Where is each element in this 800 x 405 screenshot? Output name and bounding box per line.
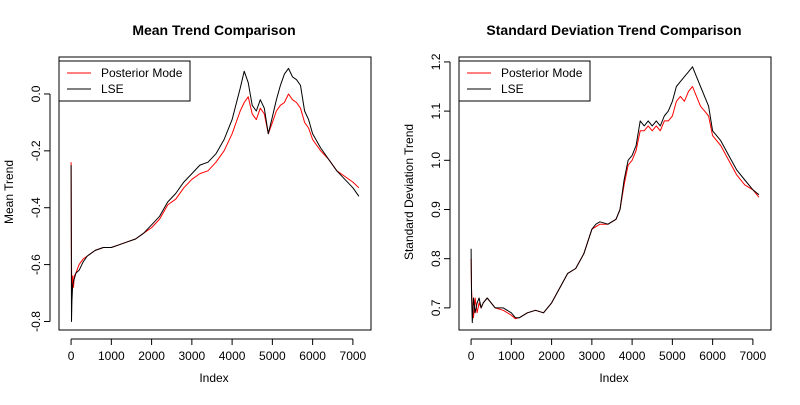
y-tick-label: -0.2 <box>29 140 43 161</box>
y-tick-label: 1.0 <box>429 152 443 169</box>
x-tick-label: 4000 <box>219 349 246 363</box>
y-tick-label: -0.6 <box>29 254 43 275</box>
x-tick-label: 5000 <box>259 349 286 363</box>
x-tick-label: 3000 <box>579 349 606 363</box>
x-tick-label: 7000 <box>340 349 367 363</box>
x-tick-label: 0 <box>468 349 475 363</box>
x-tick-label: 6000 <box>299 349 326 363</box>
x-tick-label: 3000 <box>179 349 206 363</box>
x-tick-label: 1000 <box>498 349 525 363</box>
x-tick-label: 0 <box>68 349 75 363</box>
legend-label: Posterior Mode <box>501 66 583 80</box>
legend-label: LSE <box>501 82 524 96</box>
plot-frame <box>58 56 372 331</box>
y-tick-label: -0.4 <box>29 197 43 218</box>
y-axis-label: Standard Deviation Trend <box>402 124 416 260</box>
y-tick-label: 0.0 <box>29 85 43 102</box>
y-tick-label: 1.2 <box>429 53 443 70</box>
x-tick-label: 2000 <box>538 349 565 363</box>
legend-box <box>458 60 591 102</box>
y-tick-label: 0.8 <box>429 250 443 267</box>
x-tick-label: 6000 <box>699 349 726 363</box>
series-line-lse <box>470 66 760 324</box>
legend-label: LSE <box>101 82 124 96</box>
chart-title: Mean Trend Comparison <box>132 22 295 38</box>
x-axis-label: Index <box>599 371 628 385</box>
x-tick-label: 2000 <box>138 349 165 363</box>
chart-title: Standard Deviation Trend Comparison <box>486 22 741 38</box>
series-line-posterior-mode <box>70 93 360 294</box>
y-tick-label: 0.7 <box>429 299 443 316</box>
x-tick-label: 4000 <box>619 349 646 363</box>
plot-frame <box>458 56 772 331</box>
mean-trend-panel: Mean Trend Comparison Index Mean Trend 0… <box>2 22 372 385</box>
series-line-lse <box>70 67 360 322</box>
y-axis-label: Mean Trend <box>2 160 16 224</box>
y-tick-label: 0.9 <box>429 201 443 218</box>
std-trend-panel: Standard Deviation Trend Comparison Inde… <box>402 22 772 385</box>
x-tick-label: 7000 <box>740 349 767 363</box>
x-tick-label: 1000 <box>98 349 125 363</box>
series-line-posterior-mode <box>470 86 760 320</box>
x-tick-label: 5000 <box>659 349 686 363</box>
legend-box <box>58 60 191 102</box>
legend-label: Posterior Mode <box>101 66 183 80</box>
y-tick-label: -0.8 <box>29 311 43 332</box>
y-tick-label: 1.1 <box>429 102 443 119</box>
x-axis-label: Index <box>199 371 228 385</box>
